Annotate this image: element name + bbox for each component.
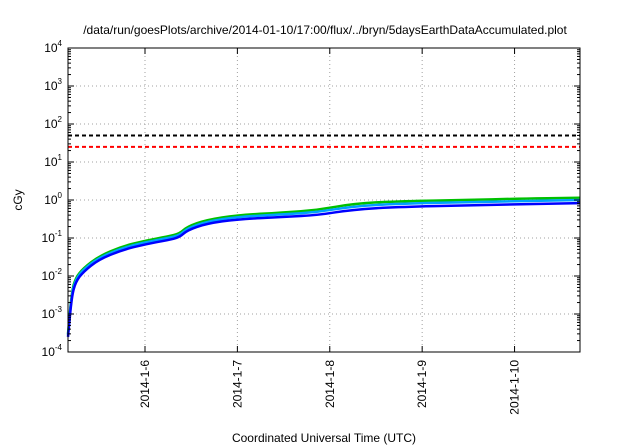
y-tick-label: 100 [44,191,62,207]
x-tick-label: 2014-1-7 [230,360,244,408]
y-tick-label: 10-2 [42,267,63,283]
y-tick-label: 10-3 [42,305,63,321]
chart-title: /data/run/goesPlots/archive/2014-01-10/1… [83,23,567,37]
y-tick-label: 102 [44,115,62,131]
series-line [66,198,581,336]
y-tick-label: 103 [44,77,62,93]
x-tick-label: 2014-1-8 [323,360,337,408]
y-ticks: 10-4 10-3 10-2 10-1 100 101 102 103 104 [42,39,580,359]
y-tick-label: 10-4 [42,343,63,359]
series-group [66,196,581,338]
reference-lines [68,134,580,148]
series-line [66,196,581,335]
x-tick-label: 2014-1-6 [138,360,152,408]
x-axis-label: Coordinated Universal Time (UTC) [232,431,416,445]
y-tick-label: 104 [44,39,62,55]
y-tick-label: 101 [44,153,62,169]
y-axis-label: cGy [11,189,25,210]
x-ticks: 2014-1-6 2014-1-7 2014-1-8 2014-1-9 2014-1-1… [138,48,522,415]
series-line [66,201,581,338]
x-tick-label: 2014-1-10 [508,360,522,415]
x-tick-label: 2014-1-9 [415,360,429,408]
y-tick-label: 10-1 [42,229,63,245]
